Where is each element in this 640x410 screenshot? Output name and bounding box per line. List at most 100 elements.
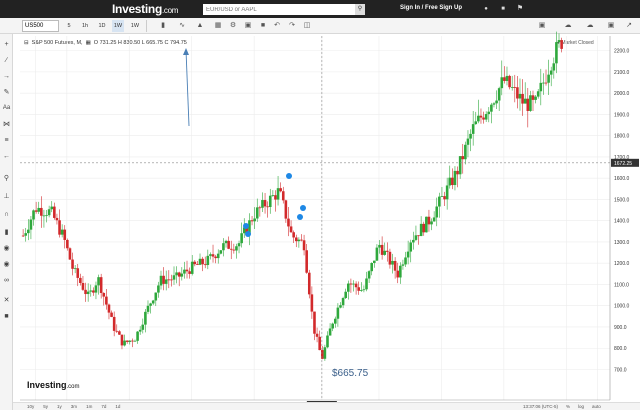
symbol-input[interactable]: US500 bbox=[22, 20, 59, 32]
sign-in-link[interactable]: Sign In / Free Sign Up bbox=[400, 5, 463, 11]
layout-icon[interactable]: ◫ bbox=[303, 22, 311, 29]
brush-icon[interactable]: ✎ bbox=[3, 89, 10, 96]
event-marker-icon bbox=[297, 214, 303, 220]
candle-down bbox=[521, 93, 524, 104]
lock-icon[interactable]: ▮ bbox=[4, 229, 9, 236]
candle-up bbox=[539, 82, 543, 92]
tools-icon[interactable]: ✕ bbox=[3, 297, 10, 304]
candle-up bbox=[346, 283, 350, 292]
candle-up bbox=[383, 250, 387, 255]
candle-down bbox=[66, 239, 69, 249]
y-tick-label: 2000.0 bbox=[614, 91, 630, 97]
candle-up bbox=[542, 82, 545, 84]
range-1d[interactable]: 1d bbox=[115, 404, 121, 409]
range-1y[interactable]: 1y bbox=[57, 404, 62, 409]
template-icon[interactable]: ▦ bbox=[214, 22, 222, 29]
candle-up bbox=[490, 104, 493, 112]
y-tick-label: 900.0 bbox=[614, 325, 627, 331]
timeframe-1d[interactable]: 1D bbox=[98, 23, 106, 29]
arrow-icon[interactable]: ← bbox=[3, 153, 10, 160]
candle-up bbox=[331, 323, 334, 329]
compare-icon[interactable]: ▲ bbox=[196, 22, 204, 29]
timeframe-1w[interactable]: 1W bbox=[112, 20, 124, 32]
candle-down bbox=[170, 279, 173, 281]
candle-up bbox=[510, 87, 514, 88]
candle-type-icon[interactable]: ▮ bbox=[161, 22, 165, 29]
candle-down bbox=[422, 223, 426, 233]
candle-up bbox=[73, 268, 77, 270]
settings-small-icon[interactable]: ▦ bbox=[85, 40, 91, 46]
range-7d[interactable]: 7d bbox=[101, 404, 107, 409]
magnet-icon[interactable]: ∩ bbox=[3, 211, 10, 218]
candle-down bbox=[456, 170, 459, 175]
ohlc-values: O 731.25 H 830.50 L 665.75 C 794.75 bbox=[93, 40, 187, 46]
popout-icon[interactable]: ↗ bbox=[626, 22, 632, 29]
y-tick-label: 1500.0 bbox=[614, 197, 630, 203]
settings-icon[interactable]: ⚙ bbox=[229, 22, 237, 29]
annotation-arrow-head bbox=[183, 48, 189, 55]
flag-icon[interactable]: ⚑ bbox=[516, 5, 524, 12]
candle-down bbox=[310, 294, 314, 312]
candle-down bbox=[266, 206, 269, 208]
indicator-icon[interactable]: ∿ bbox=[179, 22, 185, 29]
candle-down bbox=[287, 218, 290, 227]
auto-scale-toggle[interactable]: auto bbox=[592, 404, 601, 409]
site-search-input[interactable] bbox=[203, 4, 355, 15]
range-1m[interactable]: 1m bbox=[86, 404, 93, 409]
candle-up bbox=[138, 329, 142, 332]
candle-up bbox=[164, 279, 168, 284]
text-tool-icon[interactable]: Aa bbox=[2, 105, 11, 111]
pitchfork-icon[interactable]: → bbox=[3, 73, 10, 80]
trash-icon[interactable]: ■ bbox=[4, 313, 9, 320]
timeframe-1m[interactable]: 1W bbox=[130, 23, 140, 29]
collapse-icon[interactable]: ⊟ bbox=[24, 40, 29, 46]
candle-down bbox=[479, 115, 483, 118]
candle-down bbox=[102, 292, 106, 297]
zoom-icon[interactable]: ⚲ bbox=[3, 175, 10, 182]
search-icon[interactable]: ⚲ bbox=[355, 4, 365, 15]
y-tick-label: 1700.0 bbox=[614, 155, 630, 161]
investing-logo[interactable]: Investing.com bbox=[112, 2, 179, 16]
fullscreen-icon[interactable]: ▣ bbox=[244, 22, 252, 29]
candle-down bbox=[307, 272, 311, 295]
undo-icon[interactable]: ↶ bbox=[274, 22, 280, 29]
timeframe-5[interactable]: 5 bbox=[67, 23, 71, 29]
pattern-icon[interactable]: ⋈ bbox=[3, 121, 10, 128]
link-icon[interactable]: ∞ bbox=[4, 277, 9, 284]
hide-drawings-icon[interactable]: ◉ bbox=[3, 261, 10, 268]
camera-icon[interactable]: ▣ bbox=[538, 22, 546, 29]
timeframe-1h[interactable]: 1h bbox=[81, 23, 89, 29]
candle-down bbox=[55, 217, 59, 221]
chat-icon[interactable]: ■ bbox=[501, 6, 505, 12]
candle-up bbox=[409, 242, 413, 252]
range-3m[interactable]: 3m bbox=[70, 404, 78, 409]
candle-up bbox=[47, 209, 51, 216]
candle-up bbox=[378, 244, 381, 248]
candle-up bbox=[492, 103, 496, 105]
range-10y[interactable]: 10y bbox=[27, 404, 35, 409]
drawing-tools-sidebar: + ∕ → ✎ Aa ⋈ ≡ ← ⚲ ⊥ ∩ ▮ ◉ ◉ ∞ ✕ ■ bbox=[0, 34, 13, 410]
percent-scale-toggle[interactable]: % bbox=[566, 404, 571, 409]
cloud-load-icon[interactable]: ☁ bbox=[586, 22, 594, 29]
screenshot-icon[interactable]: ■ bbox=[260, 22, 266, 29]
candle-down bbox=[193, 261, 197, 265]
measure-icon[interactable]: ⊥ bbox=[3, 193, 10, 200]
range-5y[interactable]: 5y bbox=[43, 404, 49, 409]
crosshair-icon[interactable]: + bbox=[4, 41, 9, 48]
fibonacci-icon[interactable]: ≡ bbox=[4, 137, 9, 144]
bell-icon[interactable]: ● bbox=[484, 6, 488, 12]
candle-up bbox=[552, 63, 556, 71]
expand-icon[interactable]: ▣ bbox=[607, 22, 615, 29]
log-scale-toggle[interactable]: log bbox=[578, 404, 585, 409]
candle-down bbox=[284, 200, 288, 219]
candle-up bbox=[45, 215, 48, 217]
redo-icon[interactable]: ↷ bbox=[289, 22, 295, 29]
cloud-save-icon[interactable]: ☁ bbox=[564, 22, 572, 29]
bottom-bar: 10y 5y 1y 3m 1m 7d 1d 13:37:06 (UTC-5) %… bbox=[13, 402, 640, 410]
trendline-icon[interactable]: ∕ bbox=[5, 57, 8, 64]
candle-down bbox=[162, 275, 165, 284]
eye-icon[interactable]: ◉ bbox=[3, 245, 10, 252]
candle-up bbox=[175, 272, 178, 276]
candle-up bbox=[458, 156, 462, 175]
